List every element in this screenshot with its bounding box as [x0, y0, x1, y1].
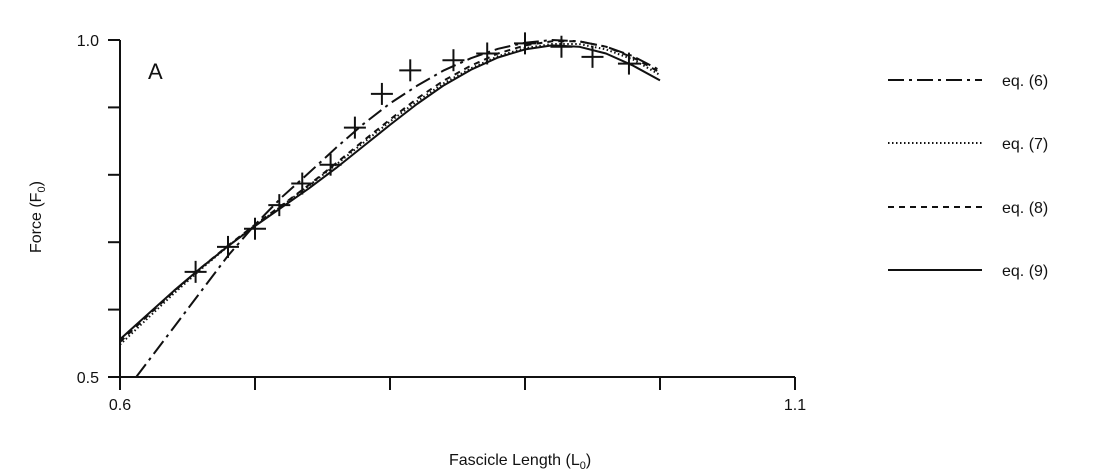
measured-markers-layer — [184, 32, 640, 283]
legend-label: eq. (8) — [1002, 200, 1048, 217]
series-line-solid — [120, 44, 661, 341]
y-axis-label: Force (F0) — [28, 181, 48, 253]
measured-point-marker — [399, 59, 422, 82]
legend-label: eq. (6) — [1002, 73, 1048, 90]
legend-item: eq. (9) — [888, 263, 1048, 280]
measured-point-marker — [291, 172, 314, 195]
x-axis-label: Fascicle Length (L0) — [449, 452, 591, 471]
series-line-dashdot — [135, 39, 661, 377]
series-line-dashed — [120, 40, 661, 343]
measured-point-marker — [184, 260, 207, 283]
measured-point-marker — [319, 153, 342, 176]
curves-layer — [120, 39, 661, 377]
legend-item: eq. (6) — [888, 73, 1048, 90]
y-tick-label: 1.0 — [77, 33, 99, 50]
measured-point-marker — [268, 194, 291, 217]
measured-point-marker — [442, 49, 465, 72]
measured-point-marker — [581, 45, 604, 68]
ticks-layer: 0.6 1.1 0.5 1.0 — [77, 33, 806, 414]
legend-item: eq. (7) — [888, 136, 1048, 153]
x-tick-label: 0.6 — [109, 397, 131, 414]
measured-point-marker — [617, 52, 640, 75]
axes-layer — [119, 40, 795, 378]
measured-point-marker — [550, 35, 573, 58]
legend-label: eq. (7) — [1002, 136, 1048, 153]
measured-point-marker — [476, 42, 499, 65]
measured-point-marker — [514, 32, 536, 55]
measured-point-marker — [370, 82, 393, 105]
y-tick-label: 0.5 — [77, 370, 99, 387]
measured-point-marker — [217, 235, 239, 258]
legend: eq. (6) eq. (7) eq. (8) eq. (9) — [888, 73, 1048, 280]
measured-point-marker — [244, 217, 266, 240]
x-tick-label: 1.1 — [784, 397, 806, 414]
legend-item: eq. (8) — [888, 200, 1048, 217]
series-line-dotted — [120, 43, 661, 346]
panel-label: A — [148, 59, 163, 84]
measured-point-marker — [343, 116, 366, 139]
legend-label: eq. (9) — [1002, 263, 1048, 280]
